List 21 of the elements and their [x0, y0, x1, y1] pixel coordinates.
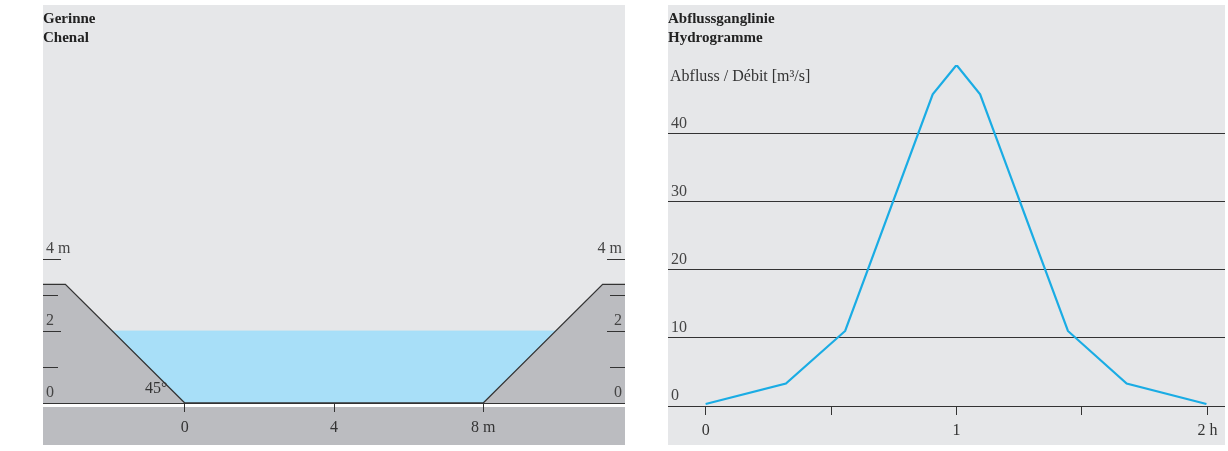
- y2-tick-label: 4 m: [597, 239, 623, 257]
- x-tick-label: 0: [701, 420, 710, 438]
- y-tick-label: 10: [671, 318, 687, 336]
- y-tick-label: 20: [671, 250, 687, 267]
- x-tick-label: 2 h: [1197, 420, 1218, 438]
- x-tick-label: 0: [180, 417, 189, 435]
- annotation: 45°: [145, 379, 168, 396]
- x-tick-label: 4: [330, 417, 338, 435]
- y-tick-label: 0: [46, 382, 54, 400]
- chart-title: Gerinne Chenal: [43, 9, 96, 46]
- y-tick-label: 2: [46, 310, 54, 328]
- y-tick-label: 0: [671, 386, 679, 404]
- y-tick-label: 4 m: [46, 239, 71, 257]
- y-axis-title: Abfluss / Débit [m³/s]: [670, 67, 811, 84]
- x-tick-label: 1: [952, 420, 961, 438]
- y2-tick-label: 2: [614, 310, 622, 328]
- y-tick-label: 30: [671, 181, 687, 199]
- y-tick-label: 40: [671, 113, 687, 131]
- x-tick-label: 8 m: [471, 417, 496, 435]
- chart-title: Abflussganglinie Hydrogramme: [668, 9, 776, 46]
- y2-tick-label: 0: [614, 382, 622, 400]
